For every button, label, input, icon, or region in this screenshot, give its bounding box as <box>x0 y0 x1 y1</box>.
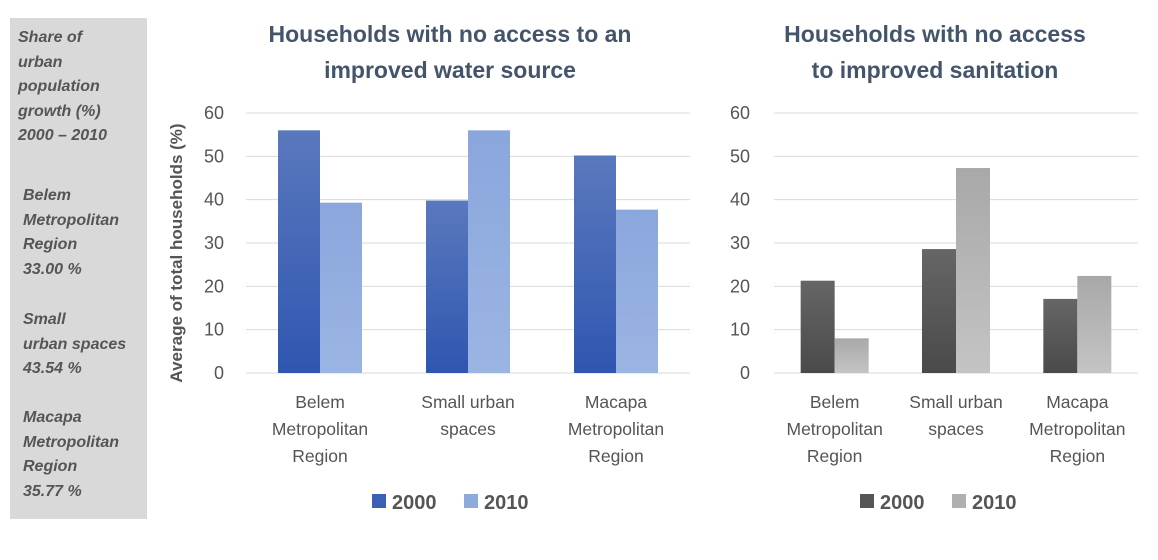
water-legend-label-2000: 2000 <box>392 492 437 514</box>
growth-share-heading: Share of urban population growth (%) 200… <box>18 29 107 144</box>
water-category-label: Belem Metropolitan Region <box>272 392 368 466</box>
water-y-tick-label: 40 <box>204 190 224 210</box>
water-y-tick-label: 60 <box>204 103 224 123</box>
water-y-tick-label: 30 <box>204 233 224 253</box>
sanitation-legend-label-2010: 2010 <box>972 492 1017 514</box>
sanitation-y-tick-label: 10 <box>730 320 750 340</box>
sanitation-category-label: Belem Metropolitan Region <box>787 392 883 466</box>
growth-share-belem: Belem Metropolitan Region 33.00 % <box>23 187 119 278</box>
sanitation-bar-2000 <box>1043 298 1078 373</box>
water-y-tick-label: 50 <box>204 146 224 166</box>
water-category-label: Macapa Metropolitan Region <box>568 392 664 466</box>
growth-share-panel: Share of urban population growth (%) 200… <box>10 18 147 519</box>
water-legend-swatch-2000 <box>372 494 386 508</box>
sanitation-legend-swatch-2000 <box>860 494 874 508</box>
water-legend-swatch-2010 <box>464 494 478 508</box>
growth-share-small-urban: Small urban spaces 43.54 % <box>23 311 127 377</box>
sanitation-y-tick-label: 0 <box>740 363 750 383</box>
water-y-tick-label: 0 <box>214 363 224 383</box>
water-bar-2010 <box>616 209 658 373</box>
sanitation-category-label: Macapa Metropolitan Region <box>1029 392 1125 466</box>
sanitation-y-tick-label: 40 <box>730 190 750 210</box>
sanitation-legend-swatch-2010 <box>952 494 966 508</box>
water-bar-2010 <box>468 130 510 373</box>
water-bar-2000 <box>426 200 468 373</box>
sanitation-bar-2010 <box>956 168 990 373</box>
water-y-tick-label: 10 <box>204 320 224 340</box>
sanitation-chart-title: Households with no access to improved san… <box>784 21 1086 83</box>
sanitation-y-tick-label: 30 <box>730 233 750 253</box>
water-bar-2010 <box>320 202 362 373</box>
water-bar-2000 <box>574 155 616 373</box>
water-category-label: Small urban spaces <box>421 392 514 439</box>
water-y-axis-label: Average of total households (%) <box>167 123 186 382</box>
sanitation-bar-2010 <box>1077 275 1112 373</box>
water-y-tick-label: 20 <box>204 276 224 296</box>
sanitation-bar-2010 <box>834 338 869 373</box>
growth-share-macapa: Macapa Metropolitan Region 35.77 % <box>23 409 119 500</box>
sanitation-y-tick-label: 60 <box>730 103 750 123</box>
water-legend-label-2010: 2010 <box>484 492 529 514</box>
water-bar-2000 <box>278 130 320 373</box>
sanitation-bar-2000 <box>922 249 956 373</box>
water-chart-title: Households with no access to an improved … <box>269 21 632 83</box>
sanitation-legend-label-2000: 2000 <box>880 492 925 514</box>
sanitation-y-tick-label: 20 <box>730 276 750 296</box>
sanitation-category-label: Small urban spaces <box>909 392 1002 439</box>
sanitation-bar-2000 <box>800 280 835 373</box>
sanitation-y-tick-label: 50 <box>730 146 750 166</box>
